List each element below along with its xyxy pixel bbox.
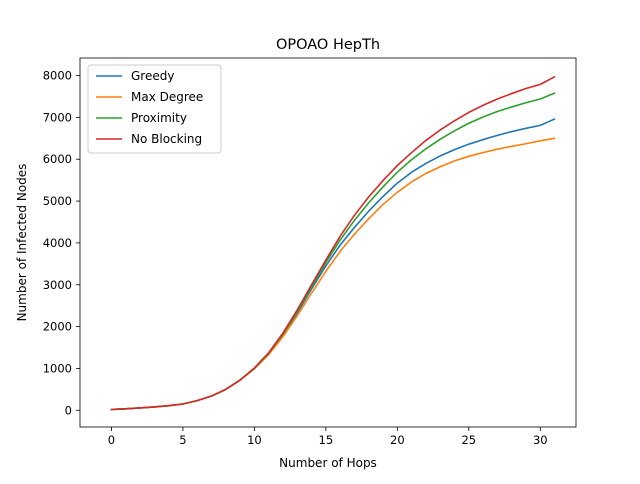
x-tick-label: 0	[108, 433, 115, 447]
x-tick-label: 5	[179, 433, 186, 447]
legend-box	[87, 64, 222, 154]
series-line-no-blocking	[110, 76, 556, 411]
y-tick-label: 1000	[43, 361, 72, 375]
x-axis: 0 5 10 15 20 25 30	[108, 427, 548, 447]
legend-label-proximity: Proximity	[131, 111, 187, 125]
plot-frame	[79, 57, 577, 428]
y-axis: 0 1000 2000 3000 4000 5000 6000 7000 8000	[43, 69, 80, 417]
y-tick-label: 2000	[43, 320, 72, 334]
x-tick-label: 30	[533, 433, 548, 447]
x-tick-label: 25	[461, 433, 476, 447]
y-tick-label: 4000	[43, 236, 72, 250]
x-tick-label: 15	[319, 433, 334, 447]
y-tick-label: 7000	[43, 110, 72, 124]
plot-area	[110, 76, 556, 411]
legend-label-no-blocking: No Blocking	[131, 132, 202, 146]
y-tick-label: 8000	[43, 69, 72, 83]
x-tick-label: 20	[390, 433, 405, 447]
y-tick-label: 0	[65, 403, 72, 417]
legend-label-max-degree: Max Degree	[131, 90, 203, 104]
y-tick-label: 6000	[43, 152, 72, 166]
y-tick-label: 3000	[43, 278, 72, 292]
chart-title: OPOAO HepTh	[276, 37, 380, 53]
x-tick-label: 10	[247, 433, 262, 447]
y-tick-label: 5000	[43, 194, 72, 208]
legend: Greedy Max Degree Proximity No Blocking	[87, 64, 222, 154]
legend-label-greedy: Greedy	[131, 69, 174, 83]
x-axis-label: Number of Hops	[279, 456, 377, 470]
y-axis-label: Number of Infected Nodes	[15, 164, 29, 322]
